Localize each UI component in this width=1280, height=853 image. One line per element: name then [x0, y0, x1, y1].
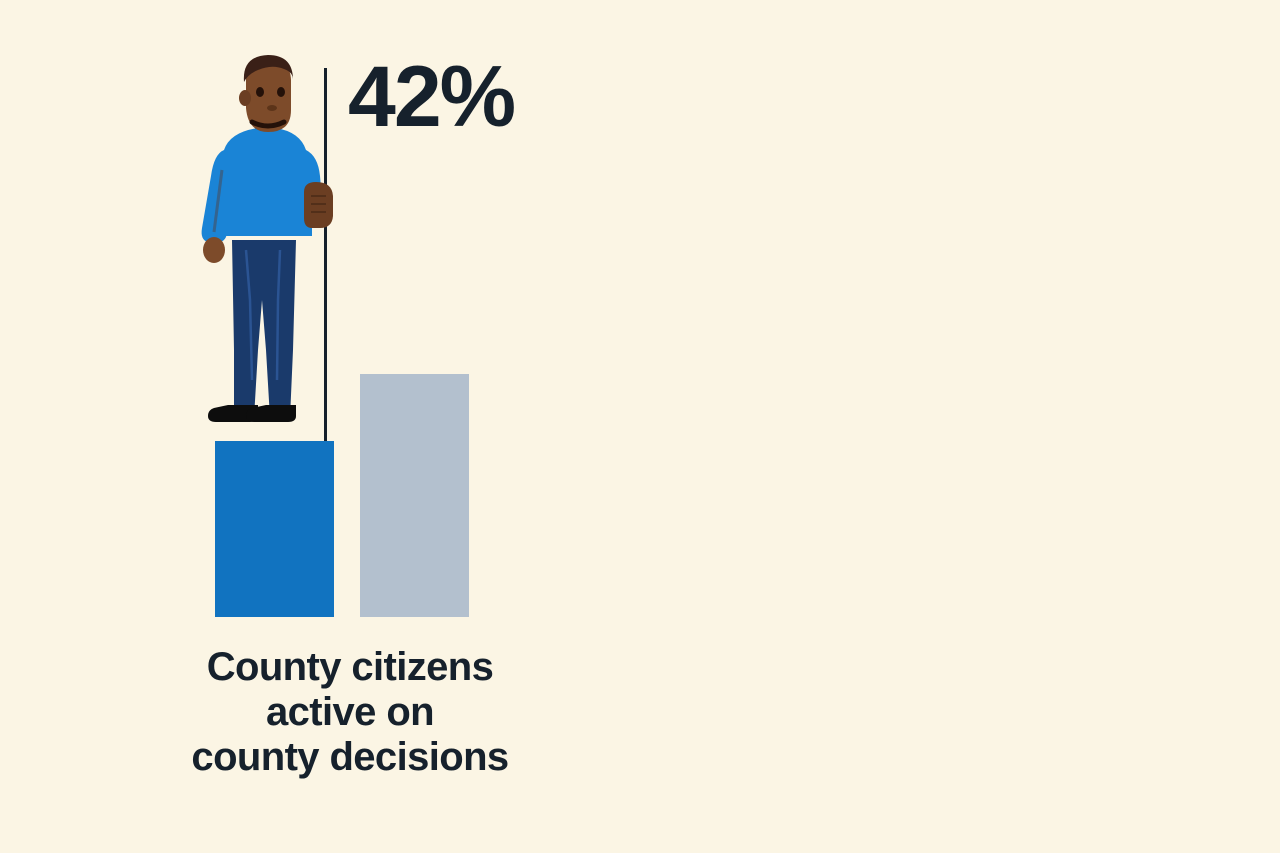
caption-citizen-participation: County citizens active on county decisio…: [40, 645, 660, 779]
panel-citizen-participation: 42% County citizens active on county dec…: [180, 49, 516, 779]
panel-corruption-index: 31 0 100 Kenya’s Rank on Corruption Perc…: [650, 0, 1280, 853]
caption-line-3: county decisions: [191, 734, 509, 779]
person-illustration-icon: [180, 50, 360, 422]
remainder-bar: [360, 374, 469, 617]
caption-line-1: County citizens: [206, 645, 494, 689]
stat-value-percent: 42%: [348, 49, 516, 145]
active-citizens-bar: [215, 441, 334, 617]
measuring-pole-icon: [324, 68, 327, 441]
caption-line-2: active on: [266, 689, 435, 734]
